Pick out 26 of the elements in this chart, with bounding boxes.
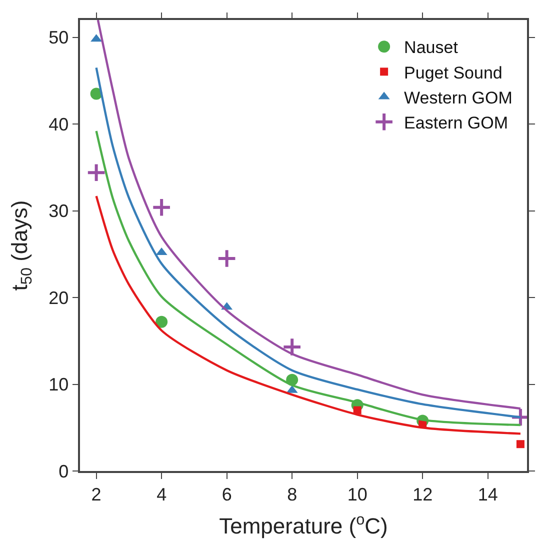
legend-label: Eastern GOM <box>404 114 508 132</box>
point <box>282 337 302 357</box>
point <box>516 440 524 448</box>
x-tick-label: 8 <box>287 484 298 504</box>
line-series <box>95 130 522 426</box>
point <box>152 197 172 218</box>
y-tick-label: 40 <box>48 114 69 134</box>
x-tick-label: 4 <box>156 484 167 504</box>
legend-label: Puget Sound <box>404 63 502 82</box>
y-tick-label: 20 <box>48 288 69 308</box>
line-series <box>95 194 522 435</box>
y-tick-label: 30 <box>48 201 69 222</box>
x-tick-label: 10 <box>347 484 368 504</box>
y-tick-label: 50 <box>48 28 69 48</box>
legend-label: Western GOM <box>404 88 512 108</box>
x-axis-title: Temperature ($^{o}$C) <box>219 512 388 539</box>
point <box>216 248 237 268</box>
point <box>156 316 168 328</box>
x-tick-label: 6 <box>222 484 232 504</box>
x-tick-label: 2 <box>91 484 102 504</box>
y-tick-label: 10 <box>48 374 69 395</box>
point <box>86 162 106 183</box>
x-tick-label: 14 <box>478 484 498 504</box>
y-tick-label: 0 <box>58 461 69 482</box>
x-tick-label: 12 <box>412 484 433 504</box>
legend-label: Nauset <box>404 38 458 58</box>
